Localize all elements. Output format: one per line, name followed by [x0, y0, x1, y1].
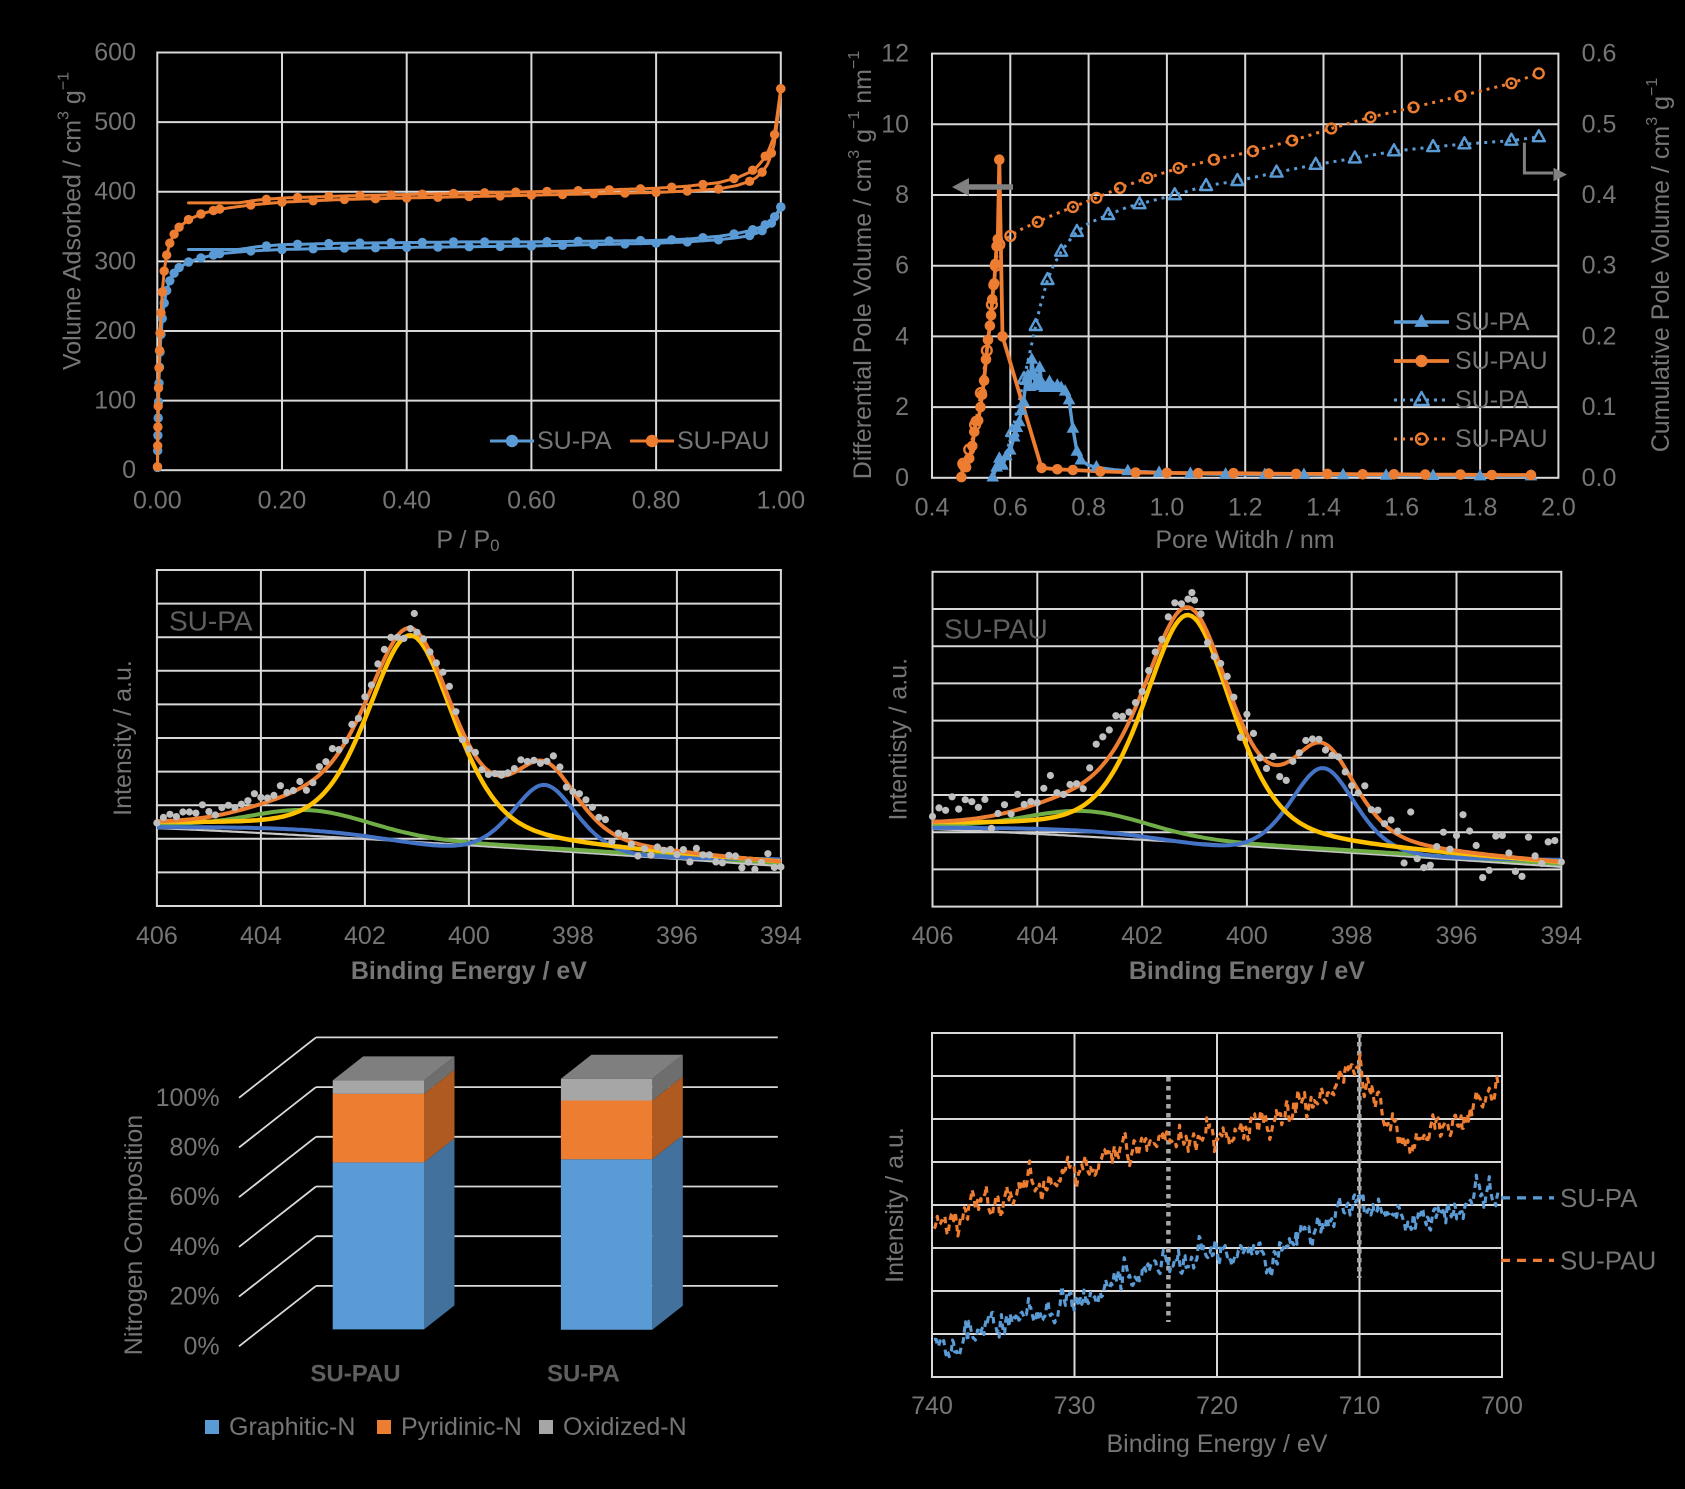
svg-text:500: 500	[94, 108, 136, 136]
svg-text:SU-PA: SU-PA	[169, 606, 253, 637]
svg-text:0.4: 0.4	[915, 494, 950, 522]
svg-text:394: 394	[1540, 922, 1582, 950]
svg-text:0: 0	[895, 464, 909, 492]
svg-text:Binding Energy / eV: Binding Energy / eV	[1107, 1430, 1328, 1458]
svg-text:0.3: 0.3	[1582, 252, 1617, 280]
svg-text:400: 400	[94, 178, 136, 206]
svg-text:SU-PA: SU-PA	[1455, 386, 1530, 414]
svg-text:0.60: 0.60	[507, 487, 556, 515]
svg-text:700: 700	[1481, 1392, 1523, 1420]
svg-text:300: 300	[94, 247, 136, 275]
svg-text:0.40: 0.40	[382, 487, 431, 515]
svg-text:SU-PA: SU-PA	[1455, 308, 1530, 336]
svg-text:2.0: 2.0	[1541, 494, 1576, 522]
svg-text:0.6: 0.6	[993, 494, 1028, 522]
svg-text:100%: 100%	[156, 1084, 220, 1112]
svg-text:40%: 40%	[170, 1233, 220, 1261]
svg-text:730: 730	[1054, 1392, 1096, 1420]
svg-text:8: 8	[895, 181, 909, 209]
svg-text:396: 396	[656, 922, 698, 950]
svg-text:402: 402	[1121, 922, 1163, 950]
svg-text:0.1: 0.1	[1582, 393, 1617, 421]
svg-text:0.0: 0.0	[1582, 464, 1617, 492]
svg-text:398: 398	[552, 922, 594, 950]
svg-text:Pyridinic-N: Pyridinic-N	[401, 1413, 522, 1441]
svg-text:600: 600	[94, 39, 136, 67]
svg-text:Graphitic-N: Graphitic-N	[229, 1413, 355, 1441]
svg-text:394: 394	[760, 922, 802, 950]
svg-text:Cumulative Pole Volume / cm3​: Cumulative Pole Volume / cm3​ g−1​	[1644, 78, 1676, 453]
svg-text:12: 12	[881, 40, 909, 68]
svg-text:SU-PAU: SU-PAU	[944, 614, 1048, 645]
svg-text:Binding Energy / eV: Binding Energy / eV	[1129, 957, 1365, 985]
svg-text:P / P0​: P / P0​	[436, 526, 499, 555]
svg-text:0.00: 0.00	[133, 487, 182, 515]
svg-text:SU-PA: SU-PA	[547, 1361, 620, 1388]
svg-text:SU-PA: SU-PA	[1560, 1183, 1638, 1213]
svg-text:0: 0	[122, 456, 136, 484]
svg-text:Intensity / a.u.: Intensity / a.u.	[881, 1127, 909, 1283]
svg-text:402: 402	[344, 922, 386, 950]
svg-text:0%: 0%	[183, 1332, 219, 1360]
svg-text:80%: 80%	[170, 1134, 220, 1162]
svg-text:100: 100	[94, 387, 136, 415]
svg-text:200: 200	[94, 317, 136, 345]
svg-text:Intentisty / a.u.: Intentisty / a.u.	[885, 658, 913, 821]
svg-text:1.2: 1.2	[1228, 494, 1263, 522]
svg-text:0.8: 0.8	[1071, 494, 1106, 522]
svg-text:1.6: 1.6	[1384, 494, 1419, 522]
svg-text:0.20: 0.20	[258, 487, 307, 515]
svg-text:1.00: 1.00	[756, 487, 805, 515]
svg-text:396: 396	[1436, 922, 1478, 950]
svg-text:SU-PAU: SU-PAU	[677, 427, 770, 455]
svg-text:0.80: 0.80	[632, 487, 681, 515]
svg-text:Intensity / a.u.: Intensity / a.u.	[109, 660, 137, 816]
svg-text:SU-PAU: SU-PAU	[1455, 347, 1548, 375]
svg-text:0.2: 0.2	[1582, 322, 1617, 350]
svg-text:10: 10	[881, 110, 909, 138]
svg-text:SU-PAU: SU-PAU	[1560, 1245, 1656, 1275]
svg-text:0.5: 0.5	[1582, 110, 1617, 138]
svg-text:60%: 60%	[170, 1183, 220, 1211]
svg-text:720: 720	[1196, 1392, 1238, 1420]
svg-text:404: 404	[240, 922, 282, 950]
svg-text:0.4: 0.4	[1582, 181, 1617, 209]
svg-text:406: 406	[136, 922, 178, 950]
svg-text:406: 406	[912, 922, 954, 950]
svg-text:SU-PAU: SU-PAU	[1455, 425, 1548, 453]
svg-text:2: 2	[895, 393, 909, 421]
svg-text:6: 6	[895, 252, 909, 280]
svg-text:4: 4	[895, 322, 909, 350]
svg-text:Oxidized-N: Oxidized-N	[563, 1413, 687, 1441]
svg-text:SU-PA: SU-PA	[537, 427, 612, 455]
svg-text:1.0: 1.0	[1150, 494, 1185, 522]
svg-text:SU-PAU: SU-PAU	[310, 1361, 400, 1388]
svg-text:1.8: 1.8	[1463, 494, 1498, 522]
svg-text:Volume Adsorbed / cm3​ g−1​: Volume Adsorbed / cm3​ g−1​	[55, 72, 87, 370]
svg-text:400: 400	[1226, 922, 1268, 950]
svg-text:Pore Witdh / nm: Pore Witdh / nm	[1155, 526, 1334, 554]
svg-text:398: 398	[1331, 922, 1373, 950]
svg-text:710: 710	[1339, 1392, 1381, 1420]
svg-text:400: 400	[448, 922, 490, 950]
svg-text:404: 404	[1016, 922, 1058, 950]
svg-text:20%: 20%	[170, 1283, 220, 1311]
svg-text:1.4: 1.4	[1306, 494, 1341, 522]
svg-text:Nitrogen Composition: Nitrogen Composition	[120, 1115, 148, 1355]
svg-text:Binding Energy / eV: Binding Energy / eV	[351, 957, 587, 985]
svg-text:740: 740	[911, 1392, 953, 1420]
svg-text:0.6: 0.6	[1582, 40, 1617, 68]
